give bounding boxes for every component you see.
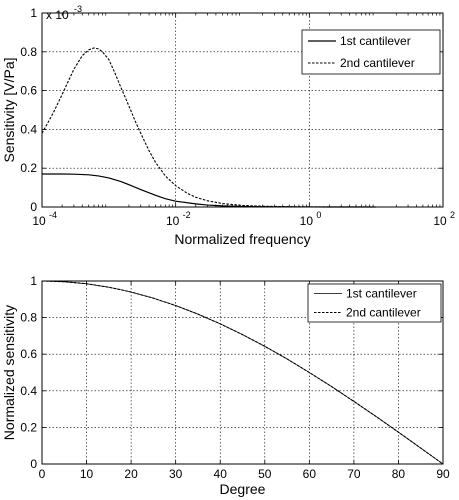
y-tick-label: 0.2 <box>20 420 37 434</box>
x-tick-label: 10 <box>433 214 447 228</box>
y-tick-label: 1 <box>30 274 37 288</box>
y-multiplier: x 10 <box>46 8 69 22</box>
x-tick-label: 10 <box>300 214 314 228</box>
x-tick-label: 40 <box>214 467 228 481</box>
y-axis-label: Normalized sensitivity <box>1 305 17 440</box>
legend-box <box>307 283 442 323</box>
y-tick-label: 0.8 <box>20 311 37 325</box>
x-tick-label-exponent: 0 <box>316 210 321 220</box>
plot-frame <box>41 280 444 465</box>
x-tick-label-exponent: -4 <box>49 210 57 220</box>
y-axis-label: Sensitivity [V/Pa] <box>1 57 17 162</box>
series-line-2 <box>41 47 377 208</box>
x-tick-label-exponent: 2 <box>450 210 455 220</box>
series-line-1 <box>42 173 377 208</box>
series-line-2 <box>41 280 444 465</box>
legend-label-2: 2nd cantilever <box>340 56 415 70</box>
x-tick-label: 70 <box>347 467 361 481</box>
x-tick-label: 20 <box>124 467 138 481</box>
legend-label-2: 2nd cantilever <box>346 306 421 320</box>
x-tick-label: 10 <box>166 214 180 228</box>
x-axis-label: Normalized frequency <box>174 231 310 247</box>
x-tick-label-exponent: -2 <box>183 210 191 220</box>
x-tick-label: 0 <box>39 467 46 481</box>
x-tick-label: 30 <box>169 467 183 481</box>
y-tick-label: 0.8 <box>20 45 37 59</box>
x-tick-label: 60 <box>303 467 317 481</box>
y-tick-label: 0.4 <box>20 384 37 398</box>
x-tick-label: 50 <box>258 467 272 481</box>
x-tick-label: 10 <box>80 467 94 481</box>
legend-label-1: 1st cantilever <box>346 287 417 301</box>
legend-box <box>301 29 441 75</box>
x-tick-label: 10 <box>32 214 46 228</box>
chart-1: 10 -4 10 -2 10 0 10 200.20.40.60.81 x 10 -3Normal… <box>1 4 455 247</box>
y-multiplier-exponent: -3 <box>74 4 82 14</box>
y-tick-label: 0.2 <box>20 161 37 175</box>
y-tick-label: 0.6 <box>20 347 37 361</box>
x-axis-label: Degree <box>220 481 266 497</box>
y-tick-label: 1 <box>30 6 37 20</box>
y-tick-label: 0 <box>30 200 37 214</box>
legend-label-1: 1st cantilever <box>340 34 411 48</box>
y-tick-label: 0.4 <box>20 122 37 136</box>
x-tick-label: 80 <box>392 467 406 481</box>
y-tick-label: 0 <box>30 457 37 471</box>
x-tick-label: 90 <box>436 467 450 481</box>
chart-2: 0 10 20 30 40 50 60 70 80 90 0 0.2 0.4 0.6 0.8 1 Degree N… <box>1 274 450 497</box>
y-tick-label: 0.6 <box>20 84 37 98</box>
